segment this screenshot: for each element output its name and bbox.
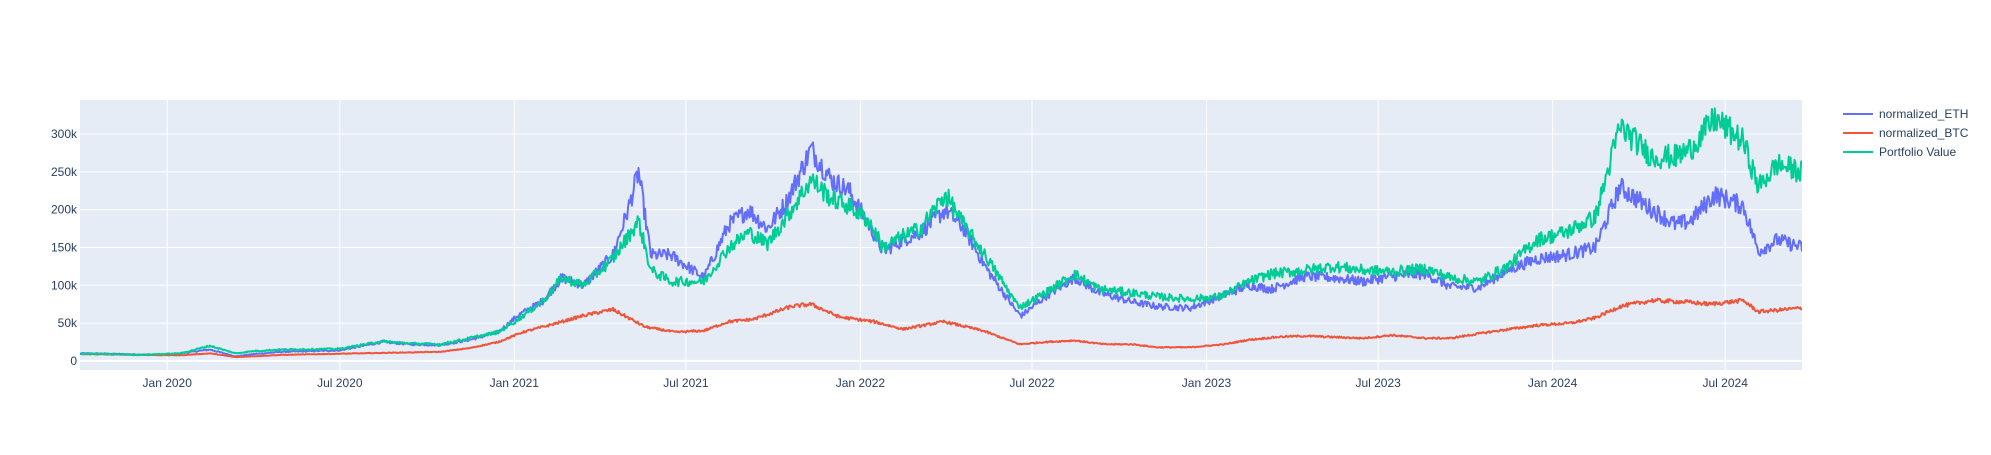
x-axis-tick-labels: Jan 2020 Jul 2020 Jan 2021 Jul 2021 Jan 2022… (143, 376, 1749, 390)
legend-item[interactable]: normalized_ETH (1843, 107, 1968, 121)
x-tick-label: Jul 2023 (1355, 376, 1401, 390)
y-axis-tick-labels: 0 50k 100k 150k 200k 250k 300k (51, 127, 78, 368)
x-tick-label: Jan 2020 (143, 376, 193, 390)
x-tick-label: Jan 2022 (836, 376, 886, 390)
y-tick-label: 150k (51, 240, 78, 254)
y-tick-label: 300k (51, 127, 78, 141)
legend-label: normalized_BTC (1879, 126, 1969, 140)
series-line-normalized-btc (80, 297, 1802, 359)
legend-item[interactable]: Portfolio Value (1843, 145, 1956, 159)
legend-label: normalized_ETH (1879, 107, 1968, 121)
plot-area-background (80, 100, 1802, 370)
x-tick-label: Jul 2022 (1009, 376, 1055, 390)
y-tick-label: 0 (70, 354, 77, 368)
legend[interactable]: normalized_ETH normalized_BTC Portfolio Va… (1843, 107, 1969, 159)
legend-item[interactable]: normalized_BTC (1843, 126, 1969, 140)
x-tick-label: Jul 2021 (663, 376, 709, 390)
x-tick-label: Jan 2021 (490, 376, 540, 390)
x-tick-label: Jul 2020 (317, 376, 363, 390)
legend-label: Portfolio Value (1879, 145, 1956, 159)
series-lines (80, 107, 1802, 359)
y-tick-label: 200k (51, 203, 78, 217)
y-tick-label: 100k (51, 278, 78, 292)
y-tick-label: 250k (51, 165, 78, 179)
grid-lines (80, 100, 1802, 370)
series-line-portfolio-value (80, 107, 1802, 357)
x-tick-label: Jul 2024 (1703, 376, 1749, 390)
x-tick-label: Jan 2024 (1528, 376, 1578, 390)
y-tick-label: 50k (58, 316, 78, 330)
x-tick-label: Jan 2023 (1182, 376, 1232, 390)
